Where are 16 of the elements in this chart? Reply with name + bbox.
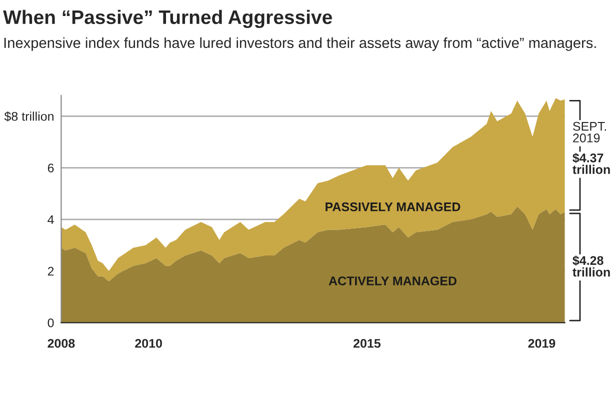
x-tick-label: 2019 [528, 338, 556, 348]
x-tick-label: 2010 [135, 338, 162, 348]
y-tick-label: 6 [48, 164, 54, 172]
series-label: PASSIVELY MANAGED [326, 202, 460, 212]
y-tick-label: 2 [48, 266, 54, 276]
text: SEPT. 2019 [573, 122, 606, 142]
x-tick-label: 2008 [48, 338, 75, 348]
text: $4.28 trillion [572, 256, 610, 277]
y-tick-label: 4 [48, 215, 54, 224]
series-label: ACTIVELY MANAGED [328, 276, 456, 286]
x-tick-label: 2015 [354, 338, 381, 348]
chart-subtitle: Inexpensive index funds have lured investors and their assets away from “active” managers. [4, 37, 596, 51]
chart-title: When “Passive” Turned Aggressive [3, 10, 332, 28]
y-tick-label: $8 trillion [4, 111, 54, 122]
text: $4.37 trillion [572, 152, 610, 174]
y-tick-label: 0 [48, 318, 54, 328]
